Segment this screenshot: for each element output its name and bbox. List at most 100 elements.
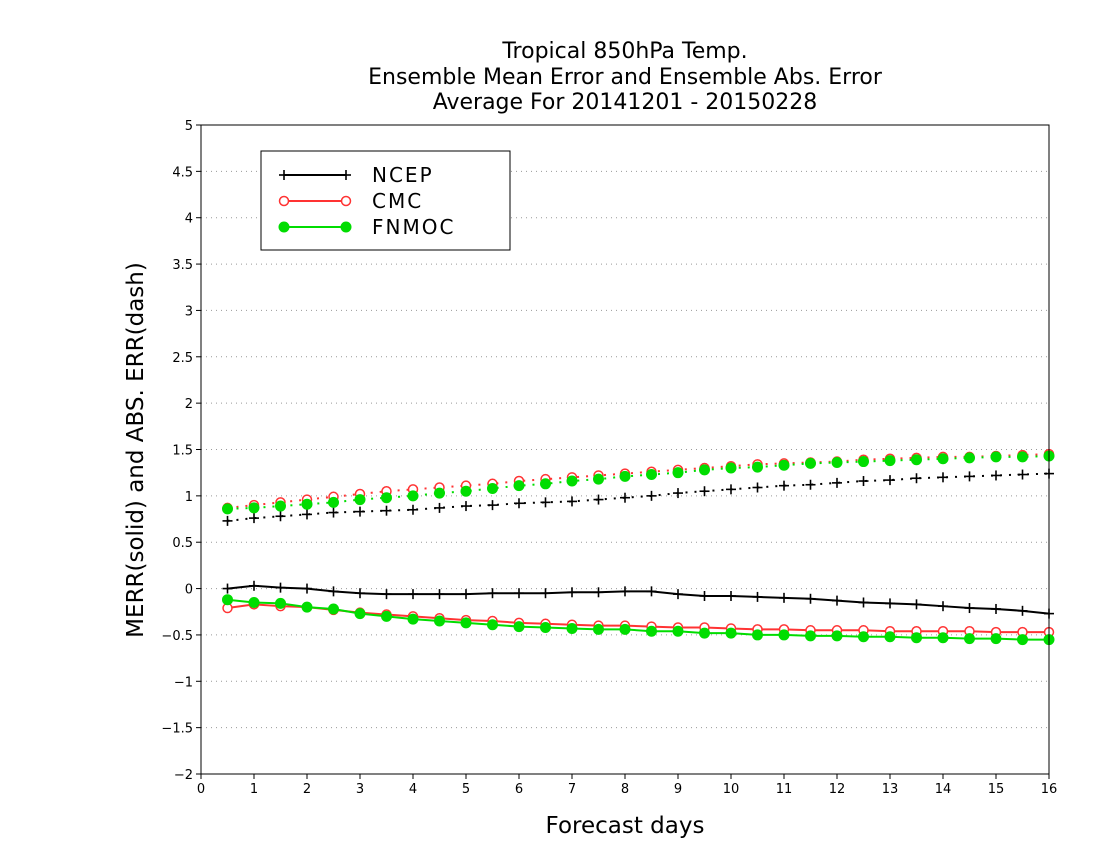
data-point <box>778 629 790 641</box>
data-point <box>672 467 684 479</box>
x-tick-label: 9 <box>674 782 682 797</box>
y-tick-label: 0 <box>185 583 193 598</box>
data-point <box>328 586 339 597</box>
data-point <box>911 599 922 610</box>
data-point <box>673 589 683 600</box>
data-point <box>726 590 736 601</box>
y-tick-label: 3.5 <box>172 258 193 273</box>
data-point <box>911 454 922 466</box>
data-point <box>593 587 604 598</box>
data-point <box>593 473 604 485</box>
series-ncep <box>222 468 1054 619</box>
legend-label: NCEP <box>372 163 434 187</box>
data-point <box>805 479 816 490</box>
data-point <box>460 485 472 497</box>
data-point <box>340 221 352 233</box>
data-point <box>407 490 419 502</box>
data-point <box>832 477 842 488</box>
data-point <box>1017 469 1028 480</box>
data-point <box>938 472 948 483</box>
data-point <box>275 582 286 593</box>
y-axis-label: MERR(solid) and ABS. ERR(dash) <box>123 262 149 638</box>
x-tick-label: 0 <box>197 782 205 797</box>
data-point <box>487 500 498 511</box>
data-point <box>540 622 551 634</box>
data-point <box>726 484 736 495</box>
data-point <box>434 487 445 499</box>
data-point <box>672 625 684 637</box>
data-point <box>752 591 763 602</box>
data-point <box>778 459 790 471</box>
data-point <box>964 603 975 614</box>
data-point <box>434 502 445 513</box>
data-point <box>1017 451 1028 463</box>
merr-line <box>227 584 1050 615</box>
data-point <box>540 478 551 490</box>
data-point <box>885 475 895 486</box>
data-point <box>620 492 630 503</box>
data-point <box>990 451 1002 463</box>
data-point <box>248 502 260 514</box>
data-point <box>620 586 630 597</box>
data-point <box>222 515 233 526</box>
x-tick-label: 7 <box>568 782 576 797</box>
data-point <box>699 486 710 497</box>
data-point <box>646 625 657 637</box>
data-point <box>461 589 471 600</box>
data-point <box>222 503 233 515</box>
data-point <box>937 632 949 644</box>
data-point <box>381 589 392 600</box>
data-point <box>248 596 260 608</box>
data-point <box>779 480 789 491</box>
data-point <box>964 471 975 482</box>
title-line-3: Average For 20141201 - 20150228 <box>433 90 818 115</box>
x-axis: 0 1 2 3 4 5 6 7 8 9 10 11 12 13 14 15 16 <box>197 774 1057 797</box>
data-point <box>341 170 351 180</box>
x-tick-label: 1 <box>250 782 258 797</box>
data-point <box>567 587 577 598</box>
data-point <box>302 583 312 594</box>
legend-label: CMC <box>372 189 423 213</box>
data-point <box>566 475 578 487</box>
data-point <box>381 492 392 504</box>
y-tick-label: 2 <box>185 397 193 412</box>
data-point <box>937 453 949 465</box>
data-point <box>964 452 975 464</box>
x-tick-label: 10 <box>723 782 740 797</box>
legend-item-fnmoc: FNMOC <box>278 215 455 239</box>
data-point <box>328 507 339 518</box>
data-point <box>805 630 816 642</box>
data-point <box>487 482 498 494</box>
abs-err-line <box>227 454 1050 510</box>
data-point <box>646 469 657 481</box>
title-line-1: Tropical 850hPa Temp. <box>501 39 747 64</box>
data-point <box>831 630 843 642</box>
data-point <box>991 470 1001 481</box>
data-point <box>355 588 365 599</box>
data-point <box>619 623 631 635</box>
data-point <box>487 588 498 599</box>
x-tick-label: 3 <box>356 782 364 797</box>
data-point <box>593 623 604 635</box>
x-tick-label: 11 <box>776 782 793 797</box>
legend-label: FNMOC <box>372 215 455 239</box>
data-point <box>699 464 710 476</box>
y-tick-label: −2 <box>174 768 193 783</box>
x-tick-label: 16 <box>1041 782 1058 797</box>
legend-item-cmc: CMC <box>278 189 423 213</box>
data-point <box>673 488 683 499</box>
data-point <box>1017 634 1028 646</box>
data-point <box>725 627 737 639</box>
x-tick-label: 2 <box>303 782 311 797</box>
data-point <box>279 170 289 180</box>
y-tick-label: 1.5 <box>172 444 193 459</box>
data-point <box>434 615 445 627</box>
data-point <box>354 494 366 506</box>
data-point <box>513 480 525 492</box>
data-point <box>593 494 604 505</box>
data-point <box>275 500 286 512</box>
data-point <box>407 613 419 625</box>
y-tick-label: −1 <box>174 675 193 690</box>
x-tick-label: 4 <box>409 782 417 797</box>
data-point <box>302 509 312 520</box>
